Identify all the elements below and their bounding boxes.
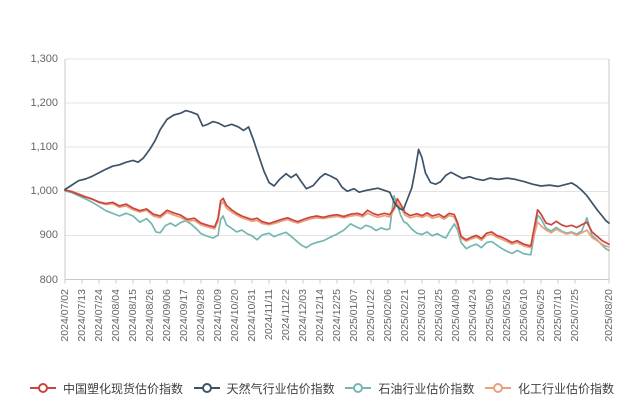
x-axis-label: 2025/04/24: [467, 288, 479, 342]
chart-legend: 中国塑化现货估价指数 天然气行业估价指数 石油行业估价指数 化工行业估价指数: [30, 378, 614, 398]
legend-label: 中国塑化现货估价指数: [63, 381, 184, 396]
x-axis-label: 2024/08/04: [110, 288, 122, 342]
x-axis-label: 2025/04/09: [450, 288, 462, 342]
x-axis-label: 2025/03/25: [433, 288, 445, 342]
x-axis-label: 2024/11/22: [280, 288, 292, 341]
legend-item-1[interactable]: 天然气行业估价指数: [193, 380, 335, 397]
x-axis-label: 2025/08/20: [603, 288, 615, 342]
x-axis-label: 2024/09/28: [195, 288, 207, 342]
legend-label: 化工行业估价指数: [517, 381, 614, 396]
series-line-1: [64, 109, 610, 224]
x-axis-label: 2024/11/11: [263, 288, 275, 340]
x-axis-label: 2025/06/10: [518, 288, 530, 342]
x-axis-label: 2025/02/21: [399, 288, 411, 342]
legend-line-circle-icon: [484, 383, 511, 393]
x-axis-label: 2024/09/06: [161, 288, 173, 342]
x-axis-label: 2025/03/10: [416, 288, 428, 342]
x-axis-label: 2024/07/24: [93, 288, 105, 342]
x-axis-label: 2025/01/07: [348, 288, 360, 342]
x-axis-label: 2024/12/14: [314, 288, 326, 342]
legend-line-circle-icon: [193, 383, 220, 393]
legend-line-circle-icon: [345, 383, 372, 393]
legend-item-3[interactable]: 化工行业估价指数: [484, 380, 614, 397]
x-axis-label: 2024/07/13: [76, 288, 88, 342]
series-line-0: [64, 189, 610, 247]
x-axis-label: 2025/07/10: [552, 288, 564, 342]
y-axis-label: 1,200: [30, 97, 58, 110]
legend-item-2[interactable]: 石油行业估价指数: [345, 380, 474, 397]
y-axis-label: 1,000: [30, 185, 58, 198]
x-axis-label: 2025/02/06: [382, 288, 394, 342]
x-axis-label: 2024/08/26: [144, 288, 156, 342]
legend-item-0[interactable]: 中国塑化现货估价指数: [30, 380, 183, 397]
x-axis-label: 2024/12/03: [297, 288, 309, 342]
x-axis-label: 2025/05/09: [484, 288, 496, 342]
x-axis-label: 2024/10/31: [246, 288, 258, 342]
y-axis-label: 1,300: [30, 53, 58, 65]
y-axis-label: 800: [39, 273, 58, 286]
y-axis-label: 1,100: [30, 141, 58, 154]
y-axis-label: 900: [39, 229, 58, 242]
legend-label: 天然气行业估价指数: [226, 381, 335, 396]
x-axis-label: 2024/08/15: [127, 288, 139, 342]
x-axis-label: 2024/10/09: [212, 288, 224, 342]
legend-line-circle-icon: [30, 383, 56, 393]
x-axis-label: 2025/05/26: [501, 288, 513, 342]
x-axis-label: 2024/12/25: [331, 288, 343, 342]
x-axis-label: 2024/09/17: [178, 288, 190, 342]
x-axis-label: 2024/07/02: [59, 288, 71, 342]
x-axis-label: 2025/07/25: [569, 288, 581, 342]
x-axis-label: 2025/01/22: [365, 288, 377, 342]
x-axis-label: 2025/06/25: [535, 288, 547, 342]
series-line-3: [64, 189, 610, 249]
x-axis-label: 2024/10/20: [229, 288, 241, 342]
series-line-2: [64, 190, 610, 256]
legend-label: 石油行业估价指数: [378, 381, 475, 396]
